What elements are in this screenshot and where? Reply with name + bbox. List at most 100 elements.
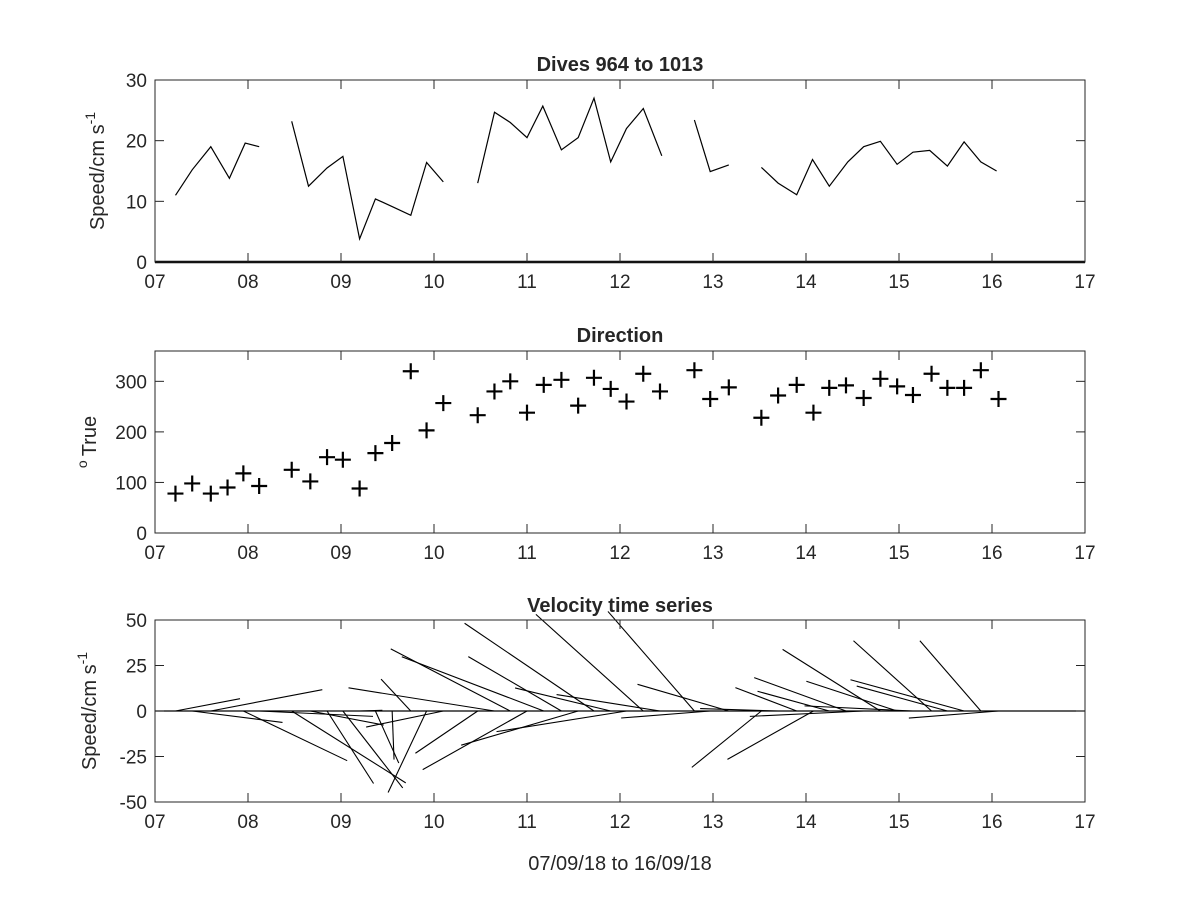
- speed-y-axis-label-text: Speed/cm s: [87, 124, 109, 230]
- x-tick-label: 09: [330, 543, 351, 564]
- speed-y-axis-label: Speed/cm s-1: [82, 112, 109, 230]
- velocity-stick: [175, 698, 241, 712]
- direction-marker: [872, 370, 889, 387]
- direction-marker: [351, 480, 368, 497]
- x-tick-label: 08: [237, 543, 258, 564]
- direction-marker: [753, 409, 770, 426]
- velocity-stick: [621, 710, 711, 719]
- velocity-stick: [757, 690, 830, 712]
- x-tick-label: 16: [981, 812, 1002, 833]
- direction-marker: [651, 383, 668, 400]
- speed-line-segment: [291, 121, 444, 242]
- speed-panel: Dives 964 to 1013 07 08 09 10 11 12 13 14 15 16 17…: [82, 54, 1096, 293]
- direction-marker: [923, 365, 940, 382]
- direction-marker: [402, 363, 419, 380]
- velocity-stick: [908, 710, 999, 719]
- direction-marker: [535, 376, 552, 393]
- velocity-panel: Velocity time series 07 08 09 10 11 12 13 14 15 1…: [74, 595, 1096, 875]
- direction-marker: [618, 393, 635, 410]
- speed-panel-title: Dives 964 to 1013: [537, 54, 704, 76]
- velocity-y-axis-label-text: Speed/cm s: [79, 664, 101, 770]
- x-tick-label: 15: [888, 543, 909, 564]
- x-tick-label: 11: [517, 543, 537, 564]
- direction-marker: [184, 475, 201, 492]
- velocity-stick: [366, 710, 444, 728]
- direction-marker: [202, 485, 219, 502]
- direction-marker: [702, 391, 719, 408]
- direction-marker: [770, 387, 787, 404]
- velocity-stick: [348, 687, 495, 712]
- x-tick-label: 09: [330, 812, 351, 833]
- direction-marker: [904, 386, 921, 403]
- direction-marker: [367, 445, 384, 462]
- direction-marker: [519, 404, 535, 421]
- x-tick-label: 15: [888, 812, 909, 833]
- y-tick-label: 100: [115, 473, 147, 494]
- direction-marker: [720, 379, 737, 396]
- velocity-stick: [727, 710, 814, 760]
- direction-y-axis-label: o True: [74, 416, 101, 468]
- direction-marker: [251, 477, 268, 494]
- y-tick-label: 200: [115, 423, 147, 444]
- direction-marker: [553, 371, 570, 388]
- direction-marker: [956, 379, 973, 396]
- velocity-stick: [210, 689, 323, 712]
- velocity-stick: [468, 656, 562, 712]
- velocity-stick: [374, 710, 400, 764]
- velocity-stick: [735, 687, 797, 712]
- x-tick-label: 14: [795, 272, 817, 293]
- direction-marker: [972, 362, 989, 379]
- y-tick-label: 50: [126, 611, 147, 632]
- x-tick-label: 10: [423, 272, 444, 293]
- velocity-stick: [415, 710, 479, 754]
- y-tick-label: 300: [115, 372, 147, 393]
- velocity-stick: [422, 710, 528, 771]
- direction-marker: [788, 376, 805, 393]
- velocity-stick: [496, 710, 627, 733]
- x-tick-label: 12: [609, 543, 630, 564]
- x-tick-label: 13: [702, 272, 723, 293]
- direction-marker: [939, 379, 956, 396]
- y-tick-label: 0: [136, 253, 147, 274]
- velocity-stick: [853, 640, 932, 712]
- x-tick-label: 15: [888, 272, 909, 293]
- y-tick-label: -50: [120, 793, 147, 814]
- velocity-stick: [607, 611, 695, 712]
- direction-y-axis-label-superscript: o: [74, 460, 90, 468]
- velocity-axis-ticks: 07 08 09 10 11 12 13 14 15 16 17 -50 -25 0 25 50: [120, 611, 1096, 833]
- x-tick-label: 14: [795, 543, 817, 564]
- y-tick-label: 0: [136, 524, 147, 545]
- direction-marker: [855, 390, 872, 407]
- x-tick-label: 11: [517, 812, 537, 833]
- direction-marker: [635, 365, 652, 382]
- direction-marker: [435, 395, 452, 412]
- direction-marker: [990, 391, 1007, 408]
- direction-marker: [821, 379, 838, 396]
- velocity-stick: [556, 694, 661, 712]
- speed-y-axis-label-superscript: -1: [82, 112, 98, 125]
- direction-marker: [418, 422, 435, 439]
- velocity-stick: [464, 622, 595, 712]
- x-tick-label: 17: [1074, 272, 1095, 293]
- y-tick-label: 30: [126, 71, 147, 92]
- y-tick-label: 0: [136, 702, 147, 723]
- velocity-stick: [391, 710, 395, 760]
- x-tick-label: 11: [517, 272, 537, 293]
- x-tick-label: 07: [144, 543, 165, 564]
- direction-panel-title: Direction: [577, 325, 664, 347]
- speed-axis-ticks: 07 08 09 10 11 12 13 14 15 16 17 0 10 20 30: [126, 71, 1096, 293]
- x-tick-label: 16: [981, 272, 1002, 293]
- direction-marker: [686, 362, 703, 379]
- velocity-stick: [401, 656, 544, 712]
- x-tick-label: 12: [609, 272, 630, 293]
- direction-marker: [602, 380, 619, 397]
- velocity-stick: [919, 640, 982, 712]
- x-tick-label: 14: [795, 812, 817, 833]
- velocity-stick: [804, 705, 913, 712]
- x-tick-label: 16: [981, 543, 1002, 564]
- velocity-stick: [243, 710, 348, 762]
- velocity-panel-title: Velocity time series: [527, 595, 713, 617]
- direction-marker: [319, 449, 336, 466]
- velocity-y-axis-label-superscript: -1: [74, 652, 90, 665]
